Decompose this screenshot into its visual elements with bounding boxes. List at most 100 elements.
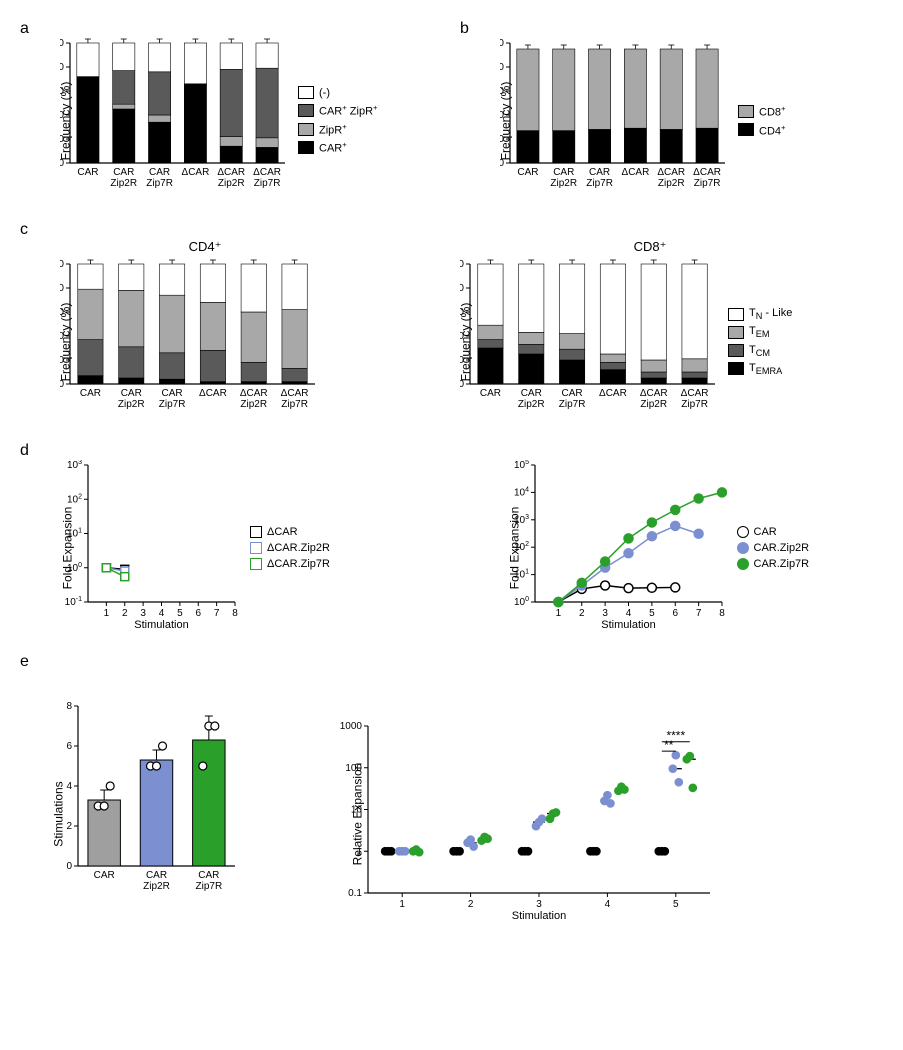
legend-item: TEMRA [728,362,792,376]
chart-a: 020406080100CARCARZip2RCARZip7RΔCARΔCARZ… [60,38,290,198]
svg-text:CAR: CAR [521,388,542,399]
svg-text:ΔCAR: ΔCAR [640,388,668,399]
svg-text:80: 80 [500,62,504,73]
chart-e-left: 02468CARCARZip2RCARZip7R [60,701,240,901]
svg-text:1000: 1000 [340,721,362,732]
ylabel-e1: Stimulations [52,781,66,846]
legend-d-left: ΔCAR ΔCAR.Zip2R ΔCAR.Zip7R [250,460,330,635]
legend-item: CAR.Zip2R [737,542,810,554]
legend-a: (-)CAR+ ZipR+ZipR+CAR+ [298,38,378,203]
svg-text:2: 2 [468,899,474,910]
panel-d: d Fold Expansion 10-11001011021031234567… [20,442,883,635]
svg-text:100: 100 [513,596,528,608]
ylabel-a: Frequency (%) [58,81,72,160]
svg-text:Stimulation: Stimulation [512,910,566,921]
svg-text:8: 8 [66,701,72,712]
legend-item: ΔCAR [250,526,330,538]
svg-text:8: 8 [719,608,725,619]
legend-item: CD4+ [738,123,786,138]
svg-text:5: 5 [177,608,183,619]
svg-text:3: 3 [536,899,542,910]
ylabel-b: Frequency (%) [498,81,512,160]
svg-text:105: 105 [513,460,528,471]
chart-b: 020406080100CARCARZip2RCARZip7RΔCARΔCARZ… [500,38,730,198]
title-cd4: CD4⁺ [20,239,390,255]
svg-text:102: 102 [67,493,82,505]
svg-text:0.1: 0.1 [348,888,362,899]
chart-cd8: 020406080100CARCARZip2RCARZip7RΔCARΔCARZ… [460,259,720,419]
title-cd8: CD8⁺ [420,239,880,255]
svg-text:Zip7R: Zip7R [694,178,721,189]
svg-text:104: 104 [513,486,528,498]
panel-label-b: b [460,20,880,38]
svg-text:CAR: CAR [80,388,101,399]
svg-text:Zip2R: Zip2R [640,399,667,410]
svg-text:Zip2R: Zip2R [550,178,577,189]
svg-text:6: 6 [195,608,201,619]
legend-item: CAR [737,526,810,538]
chart-d-left: 10-110010110210312345678Stimulation [60,460,240,630]
ylabel-d2: Fold Expansion [507,506,521,589]
ylabel-e2: Relative Expansion [350,762,364,865]
svg-text:2: 2 [66,821,72,832]
svg-text:ΔCAR: ΔCAR [199,388,227,399]
legend-item: TEM [728,325,792,339]
svg-text:2: 2 [122,608,128,619]
chart-e-right: 0.1110100100012345Stimulation****** [340,701,720,921]
svg-text:4: 4 [66,781,72,792]
legend-item: ΔCAR.Zip7R [250,558,330,570]
svg-text:1: 1 [104,608,110,619]
svg-text:ΔCAR: ΔCAR [240,388,268,399]
svg-text:Zip2R: Zip2R [240,399,267,410]
svg-text:ΔCAR: ΔCAR [693,167,721,178]
legend-item: CD8+ [738,104,786,119]
figure: a Frequency (%) 020406080100CARCARZip2RC… [20,20,883,926]
svg-text:ΔCAR: ΔCAR [657,167,685,178]
svg-text:Stimulation: Stimulation [134,619,188,630]
svg-text:100: 100 [500,38,504,49]
svg-text:Zip7R: Zip7R [559,399,586,410]
svg-text:Zip2R: Zip2R [218,178,245,189]
svg-text:100: 100 [60,259,64,270]
legend-b: CD8+ CD4+ [738,38,786,203]
svg-text:1: 1 [555,608,561,619]
svg-text:80: 80 [60,283,64,294]
svg-text:Zip2R: Zip2R [658,178,685,189]
svg-text:100: 100 [60,38,64,49]
panel-c: c CD4⁺ Frequency (%) 020406080100CARCARZ… [20,221,883,424]
svg-text:Zip7R: Zip7R [586,178,613,189]
panel-e: e Stimulations 02468CARCARZip2RCARZip7R … [20,653,883,926]
svg-text:80: 80 [60,62,64,73]
svg-text:2: 2 [578,608,584,619]
svg-text:Stimulation: Stimulation [601,619,655,630]
svg-text:Zip7R: Zip7R [681,399,708,410]
svg-text:CAR: CAR [113,167,134,178]
svg-text:Zip7R: Zip7R [159,399,186,410]
svg-text:****: **** [666,729,685,743]
legend-item: ΔCAR.Zip2R [250,542,330,554]
svg-text:ΔCAR: ΔCAR [217,167,245,178]
svg-text:Zip2R: Zip2R [118,399,145,410]
svg-text:ΔCAR: ΔCAR [622,167,650,178]
svg-text:CAR: CAR [121,388,142,399]
legend-item: CAR+ [298,140,378,155]
ylabel-c2: Frequency (%) [458,302,472,381]
svg-text:ΔCAR: ΔCAR [182,167,210,178]
chart-cd4: 020406080100CARCARZip2RCARZip7RΔCARΔCARZ… [60,259,320,419]
svg-text:ΔCAR: ΔCAR [253,167,281,178]
svg-text:Zip7R: Zip7R [281,399,308,410]
legend-c: TN - LikeTEMTCMTEMRA [728,259,792,424]
svg-text:5: 5 [673,899,679,910]
svg-text:CAR: CAR [480,388,501,399]
svg-text:3: 3 [602,608,608,619]
legend-item: CAR+ ZipR+ [298,103,378,118]
panel-label-d: d [20,442,883,460]
svg-text:0: 0 [66,861,72,872]
legend-item: CAR.Zip7R [737,558,810,570]
svg-text:4: 4 [159,608,165,619]
svg-text:Zip2R: Zip2R [110,178,137,189]
svg-text:5: 5 [649,608,655,619]
legend-d-right: CAR CAR.Zip2R CAR.Zip7R [737,460,810,635]
svg-text:ΔCAR: ΔCAR [681,388,709,399]
panel-b: b Frequency (%) 020406080100CARCARZip2RC… [460,20,880,203]
